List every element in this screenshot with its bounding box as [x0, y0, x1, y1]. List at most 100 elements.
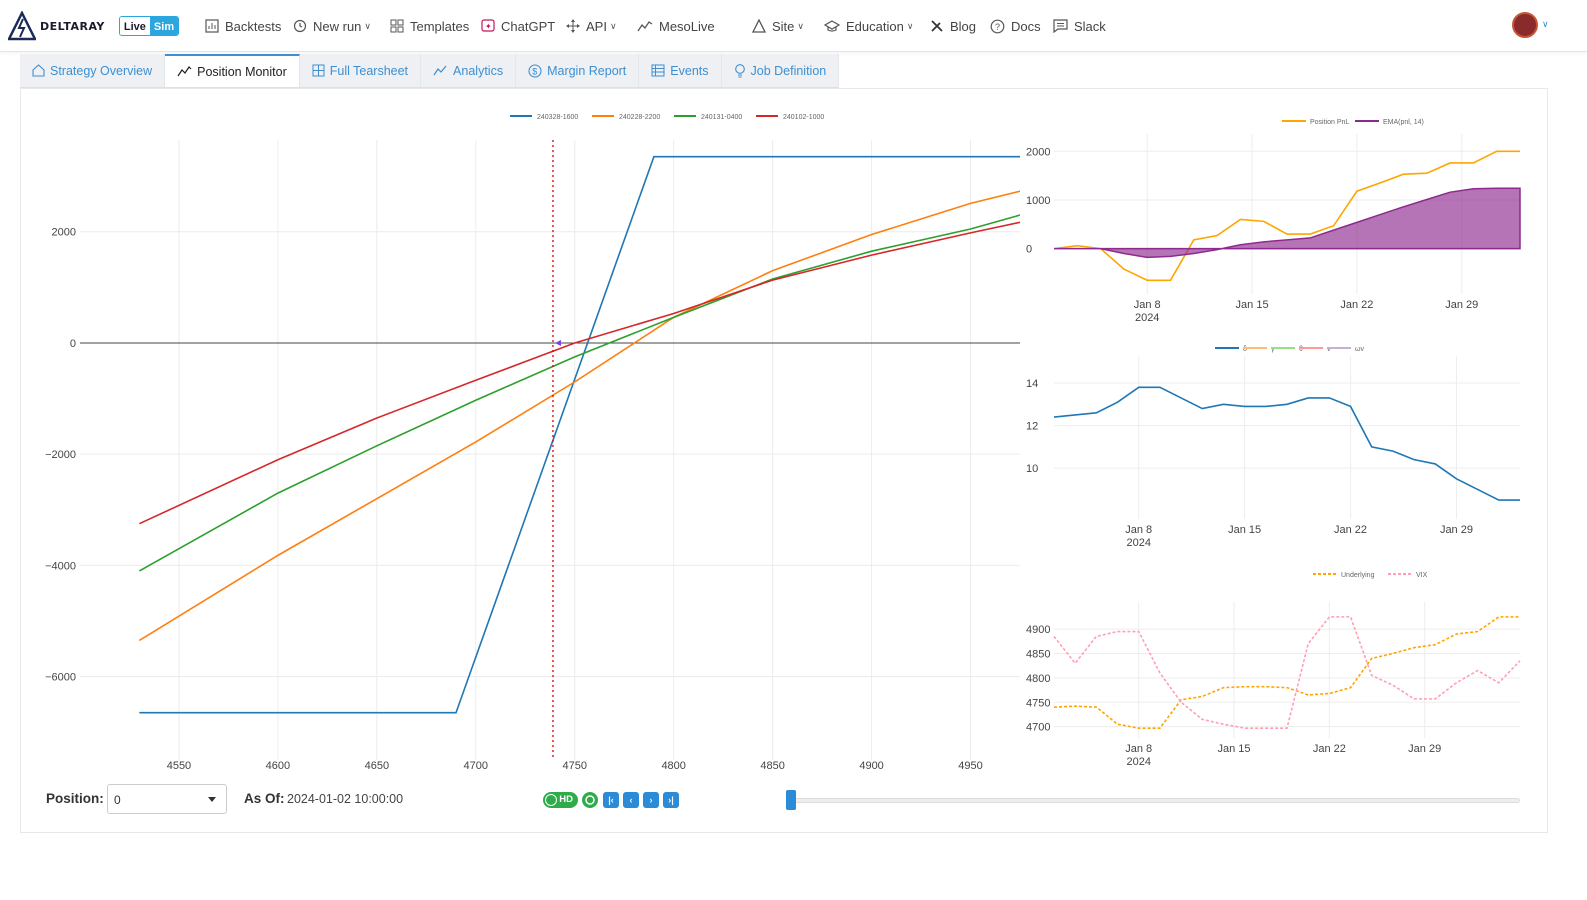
tab-events[interactable]: Events [639, 54, 722, 87]
series-line-Position PnL [1053, 150, 1520, 282]
nav-blog[interactable]: Blog [930, 16, 976, 36]
y-tick-label: 2000 [1026, 146, 1050, 158]
brand[interactable]: DELTARAY Live Sim [8, 10, 180, 42]
tab-margin-report-label: Margin Report [547, 63, 627, 78]
nav-chatgpt[interactable]: ✦ ChatGPT [481, 16, 555, 36]
underlying-vix-chart[interactable]: Jan 8 Jan 15 Jan 22 Jan 29 2024 4700 4750 4800 4… [1020, 556, 1526, 772]
nav-backtests[interactable]: Backtests [205, 16, 281, 36]
svg-text:✦: ✦ [485, 22, 492, 31]
message-square-icon [1053, 19, 1068, 33]
deltaray-logo-icon [8, 11, 36, 41]
grid-icon [390, 19, 404, 33]
tab-analytics[interactable]: Analytics [421, 54, 517, 87]
x-sub-label: 2024 [1126, 537, 1150, 549]
nav-mesolive[interactable]: MesoLive [637, 16, 715, 36]
svg-text:$: $ [532, 66, 537, 76]
nav-docs[interactable]: ? Docs [990, 16, 1041, 36]
x-tick-label: Jan 8 [1125, 524, 1152, 536]
refresh-button[interactable] [582, 792, 598, 808]
brand-name: DELTARAY [40, 19, 105, 33]
chevron-left-icon: ‹ [629, 795, 633, 805]
series-line-240328-1600 [139, 155, 1020, 714]
x-tick-label: 4550 [167, 760, 191, 772]
legend-label: Position PnL [1310, 119, 1349, 126]
tab-events-label: Events [670, 63, 709, 78]
current-marker [554, 339, 561, 346]
nav-new-run-label: New run [313, 18, 362, 34]
step-back-button[interactable]: ‹ [623, 792, 639, 808]
y-tick-label: 4850 [1026, 648, 1050, 660]
lightbulb-icon [734, 63, 745, 77]
live-sim-toggle[interactable]: Live Sim [118, 16, 180, 36]
position-select-value: 0 [114, 793, 121, 807]
tools-icon [931, 20, 943, 32]
dollar-circle-icon: $ [528, 63, 542, 78]
time-slider-handle[interactable] [786, 790, 796, 810]
chevron-right-icon: › [649, 795, 653, 805]
skip-start-icon: |‹ [608, 795, 614, 805]
nav-api[interactable]: API ∨ [566, 16, 617, 36]
nav-blog-label: Blog [950, 18, 977, 34]
tab-margin-report[interactable]: $ Margin Report [516, 54, 640, 87]
caret-down-icon [208, 797, 216, 802]
playback-controls: Position: 0 As Of: 2024-01-02 10:00:00 H… [46, 784, 1526, 814]
user-avatar[interactable] [1512, 12, 1538, 38]
x-sub-label: 2024 [1126, 756, 1150, 768]
series-area-EMA(pnl, 14) [1054, 187, 1521, 259]
chevron-down-icon: ∨ [364, 20, 372, 31]
nav-slack[interactable]: Slack [1053, 16, 1106, 36]
x-tick-label: 4950 [958, 760, 982, 772]
pnl-chart[interactable]: Jan 8 Jan 15 Jan 22 Jan 29 2024 0 1000 2000 Posi… [1020, 100, 1526, 330]
legend-label: Underlying [1341, 572, 1375, 579]
tab-strategy-overview-label: Strategy Overview [50, 63, 153, 78]
x-tick-label: Jan 22 [1340, 299, 1373, 311]
position-select[interactable]: 0 [107, 784, 227, 814]
series-line-240102-1000 [139, 221, 1020, 525]
nav-education-label: Education [846, 18, 904, 34]
y-tick-label: 14 [1026, 378, 1038, 390]
legend-label: 240328-1600 [537, 114, 578, 121]
chevron-down-icon[interactable]: ∨ [1542, 19, 1549, 29]
nav-education[interactable]: Education ∨ [824, 16, 913, 36]
x-tick-label: 4900 [859, 760, 883, 772]
skip-to-end-button[interactable]: ›| [663, 792, 679, 808]
tab-position-monitor[interactable]: Position Monitor [165, 54, 300, 87]
nav-templates[interactable]: Templates [390, 16, 469, 36]
nav-backtests-label: Backtests [225, 18, 282, 34]
hd-toggle-button[interactable]: HD [543, 792, 578, 808]
position-label: Position: [46, 791, 104, 806]
legend-label: θ [1299, 346, 1303, 353]
y-tick-label: 4800 [1026, 673, 1050, 685]
nav-site[interactable]: Site ∨ [752, 16, 804, 36]
x-tick-label: Jan 15 [1236, 299, 1269, 311]
nav-new-run[interactable]: New run ∨ [293, 16, 371, 36]
tab-position-monitor-label: Position Monitor [197, 64, 287, 79]
step-forward-button[interactable]: › [643, 792, 659, 808]
tab-strategy-overview[interactable]: Strategy Overview [20, 54, 166, 87]
line-trend-icon [177, 66, 192, 77]
x-tick-label: 4600 [266, 760, 290, 772]
greeks-chart[interactable]: Jan 8 Jan 15 Jan 22 Jan 29 2024 10 12 14 δ γ θ ν ωv [1020, 330, 1526, 555]
tab-full-tearsheet[interactable]: Full Tearsheet [300, 54, 422, 87]
time-slider-track[interactable] [790, 798, 1520, 803]
y-tick-label: 2000 [52, 227, 76, 239]
nav-chatgpt-label: ChatGPT [501, 18, 556, 34]
tab-job-definition[interactable]: Job Definition [722, 54, 840, 87]
skip-end-icon: ›| [668, 795, 674, 805]
x-tick-label: Jan 29 [1408, 743, 1441, 755]
live-toggle[interactable]: Live [119, 17, 150, 35]
payoff-chart[interactable]: 4550 4600 4650 4700 4750 4800 4850 4900 4950 2000… [20, 100, 1020, 775]
legend-label: EMA(pnl, 14) [1383, 119, 1424, 126]
y-tick-label: 0 [70, 338, 76, 350]
skip-to-start-button[interactable]: |‹ [603, 792, 619, 808]
y-tick-label: 1000 [1026, 195, 1050, 207]
asof-label: As Of: [244, 791, 285, 806]
x-sub-label: 2024 [1135, 312, 1159, 324]
legend-label: δ [1243, 346, 1247, 353]
nav-mesolive-label: MesoLive [659, 18, 715, 34]
refresh-icon [585, 795, 595, 805]
sim-toggle[interactable]: Sim [149, 17, 179, 35]
legend-label: 240228-2200 [619, 114, 660, 121]
legend-label: VIX [1416, 572, 1428, 579]
series-line-δ [1053, 386, 1520, 501]
